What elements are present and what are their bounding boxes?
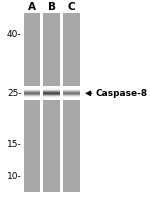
Bar: [63, 93, 80, 94]
Bar: [24, 92, 40, 93]
Bar: [24, 90, 40, 91]
Bar: [24, 94, 40, 95]
Bar: [24, 97, 40, 98]
Bar: [63, 89, 80, 90]
Text: 40-: 40-: [7, 29, 22, 39]
Bar: [63, 86, 80, 87]
Bar: [24, 91, 40, 92]
Bar: [63, 90, 80, 91]
Bar: [43, 13, 60, 191]
Bar: [43, 97, 60, 98]
Bar: [24, 95, 40, 96]
Bar: [43, 91, 60, 92]
Bar: [43, 87, 60, 88]
Bar: [43, 96, 60, 97]
Bar: [63, 96, 80, 97]
Bar: [63, 87, 80, 88]
Text: 25-: 25-: [7, 89, 22, 98]
Bar: [43, 94, 60, 95]
Bar: [24, 13, 40, 191]
Text: Caspase-8: Caspase-8: [96, 89, 148, 98]
Bar: [63, 88, 80, 89]
Bar: [63, 92, 80, 93]
Bar: [24, 98, 40, 99]
Bar: [63, 13, 80, 191]
Bar: [43, 93, 60, 94]
Bar: [43, 92, 60, 93]
Text: B: B: [48, 2, 56, 12]
Bar: [24, 88, 40, 89]
Bar: [43, 90, 60, 91]
Bar: [43, 99, 60, 100]
Bar: [63, 97, 80, 98]
Bar: [24, 89, 40, 90]
Bar: [63, 98, 80, 99]
Bar: [24, 86, 40, 87]
Bar: [63, 99, 80, 100]
Bar: [24, 93, 40, 94]
Bar: [43, 89, 60, 90]
Bar: [24, 96, 40, 97]
Text: 10-: 10-: [7, 171, 22, 181]
Bar: [43, 98, 60, 99]
Text: 15-: 15-: [7, 140, 22, 149]
Bar: [24, 99, 40, 100]
Bar: [43, 88, 60, 89]
Bar: [63, 94, 80, 95]
Bar: [24, 87, 40, 88]
Bar: [43, 86, 60, 87]
Text: A: A: [28, 2, 36, 12]
Text: C: C: [68, 2, 75, 12]
Bar: [63, 95, 80, 96]
Bar: [43, 95, 60, 96]
Bar: [63, 91, 80, 92]
